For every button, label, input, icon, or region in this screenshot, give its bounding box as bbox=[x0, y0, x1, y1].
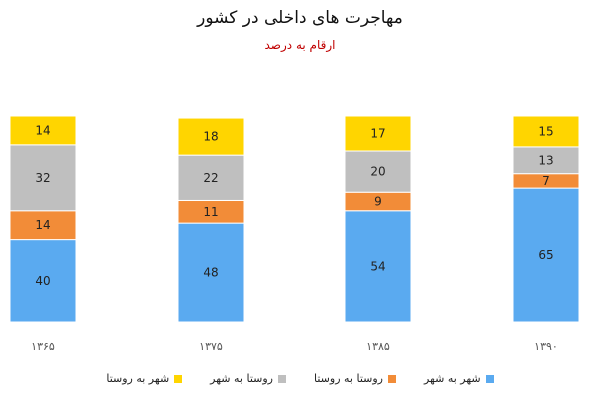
legend-swatch-city-to-village bbox=[174, 374, 183, 383]
bar-segment-city-to-city-3 bbox=[344, 210, 412, 323]
chart-title: مهاجرت های داخلی در کشور bbox=[197, 8, 403, 28]
bar-segment-village-to-city-3 bbox=[344, 150, 412, 193]
bar-segment-village-to-village-1 bbox=[9, 210, 77, 241]
x-tick-label-1: ۱۳۶۵ bbox=[31, 340, 55, 353]
legend-item-village-to-village: روستا به روستا bbox=[314, 372, 396, 385]
x-tick-label-4: ۱۳۹۰ bbox=[534, 340, 558, 353]
data-label-village-to-village-2: 11 bbox=[203, 205, 218, 219]
data-label-city-to-city-1: 40 bbox=[35, 274, 50, 288]
data-label-city-to-village-2: 18 bbox=[203, 130, 218, 144]
legend-swatch-city-to-city bbox=[485, 374, 494, 383]
legend-label-village-to-village: روستا به روستا bbox=[314, 372, 383, 385]
legend-swatch-village-to-village bbox=[387, 374, 396, 383]
bar-segment-city-to-village-4 bbox=[512, 115, 580, 148]
legend-item-city-to-village: شهر به روستا bbox=[106, 372, 183, 385]
bar-segment-city-to-city-1 bbox=[9, 239, 77, 323]
data-label-city-to-village-3: 17 bbox=[370, 127, 385, 141]
legend-item-village-to-city: روستا به شهر bbox=[210, 372, 286, 385]
bar-segment-city-to-village-2 bbox=[177, 117, 245, 156]
x-tick-label-2: ۱۳۷۵ bbox=[199, 340, 223, 353]
bar-segment-city-to-village-1 bbox=[9, 115, 77, 146]
legend: شهر به شهر روستا به روستا روستا به شهر ش… bbox=[0, 372, 600, 385]
data-label-city-to-village-1: 14 bbox=[35, 123, 50, 137]
bar-segment-city-to-village-3 bbox=[344, 115, 412, 152]
chart-subtitle: ارقام به درصد bbox=[264, 38, 336, 52]
x-tick-label-3: ۱۳۸۵ bbox=[366, 340, 390, 353]
data-label-village-to-village-1: 14 bbox=[35, 218, 50, 232]
data-label-city-to-city-3: 54 bbox=[370, 259, 385, 273]
data-label-city-to-village-4: 15 bbox=[538, 124, 553, 138]
legend-swatch-village-to-city bbox=[278, 374, 286, 383]
bar-segment-city-to-city-4 bbox=[512, 187, 580, 323]
data-label-village-to-city-4: 13 bbox=[538, 153, 553, 167]
data-label-village-to-village-4: 7 bbox=[542, 174, 550, 188]
data-label-city-to-city-2: 48 bbox=[203, 266, 218, 280]
legend-label-city-to-village: شهر به روستا bbox=[106, 372, 170, 385]
data-label-village-to-city-1: 32 bbox=[35, 171, 50, 185]
bar-segment-village-to-city-4 bbox=[512, 146, 580, 175]
bar-segment-village-to-city-1 bbox=[9, 144, 77, 212]
legend-item-city-to-city: شهر به شهر bbox=[424, 372, 494, 385]
data-label-village-to-village-3: 9 bbox=[374, 194, 382, 208]
data-label-village-to-city-3: 20 bbox=[370, 165, 385, 179]
legend-label-village-to-city: روستا به شهر bbox=[210, 372, 273, 385]
bar-segment-village-to-city-2 bbox=[177, 154, 245, 201]
data-label-village-to-city-2: 22 bbox=[203, 171, 218, 185]
data-label-city-to-city-4: 65 bbox=[538, 248, 553, 262]
legend-label-city-to-city: شهر به شهر bbox=[423, 372, 481, 385]
